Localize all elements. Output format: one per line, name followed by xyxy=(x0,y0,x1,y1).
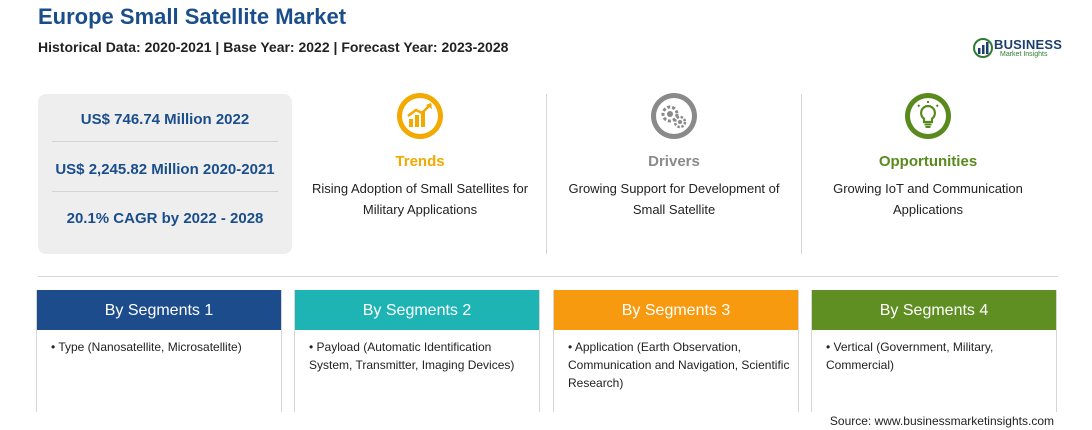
segment-4: By Segments 4 • Vertical (Government, Mi… xyxy=(811,290,1057,412)
gears-icon xyxy=(651,93,697,139)
segment-header: By Segments 1 xyxy=(37,290,281,330)
growth-chart-icon xyxy=(397,93,443,139)
section-divider xyxy=(38,276,1058,277)
divider xyxy=(546,94,547,254)
logo-globe-icon xyxy=(973,38,993,58)
feature-drivers: Drivers Growing Support for Development … xyxy=(554,92,794,220)
segment-item: • Payload (Automatic Identification Syst… xyxy=(309,340,515,372)
segment-item: • Type (Nanosatellite, Microsatellite) xyxy=(51,340,242,354)
stat-divider xyxy=(52,141,278,142)
page-subtitle: Historical Data: 2020-2021 | Base Year: … xyxy=(38,39,509,55)
logo: BUSINESS Market Insights xyxy=(972,35,1062,63)
feature-title: Drivers xyxy=(648,153,700,170)
feature-description: Rising Adoption of Small Satellites for … xyxy=(311,181,529,217)
lightbulb-icon xyxy=(905,93,951,139)
segment-1: By Segments 1 • Type (Nanosatellite, Mic… xyxy=(36,290,282,412)
logo-text: BUSINESS xyxy=(994,37,1063,52)
stat-cagr: 20.1% CAGR by 2022 - 2028 xyxy=(66,210,264,227)
segment-item: • Application (Earth Observation, Commun… xyxy=(568,340,790,390)
feature-title: Opportunities xyxy=(878,153,978,170)
stats-panel: US$ 746.74 Million 2022 US$ 2,245.82 Mil… xyxy=(38,94,292,254)
page-title: Europe Small Satellite Market xyxy=(38,4,347,29)
segment-header: By Segments 2 xyxy=(295,290,539,330)
stat-historical-value: US$ 2,245.82 Million 2020-2021 xyxy=(55,161,275,178)
segment-2: By Segments 2 • Payload (Automatic Ident… xyxy=(294,290,540,412)
logo-tagline: Market Insights xyxy=(1000,51,1048,58)
source-text: Source: www.businessmarketinsights.com xyxy=(829,414,1054,428)
stat-market-value: US$ 746.74 Million 2022 xyxy=(80,111,250,128)
feature-title: Trends xyxy=(395,153,445,170)
segment-header: By Segments 3 xyxy=(554,290,798,330)
segment-header: By Segments 4 xyxy=(812,290,1056,330)
segment-item: • Vertical (Government, Military, Commer… xyxy=(826,340,994,372)
feature-description: Growing IoT and Communication Applicatio… xyxy=(833,181,1023,217)
divider xyxy=(801,94,802,254)
feature-opportunities: Opportunities Growing IoT and Communicat… xyxy=(808,92,1048,220)
feature-description: Growing Support for Development of Small… xyxy=(568,181,780,217)
segment-3: By Segments 3 • Application (Earth Obser… xyxy=(553,290,799,412)
stat-divider xyxy=(52,191,278,192)
feature-trends: Trends Rising Adoption of Small Satellit… xyxy=(300,92,540,220)
